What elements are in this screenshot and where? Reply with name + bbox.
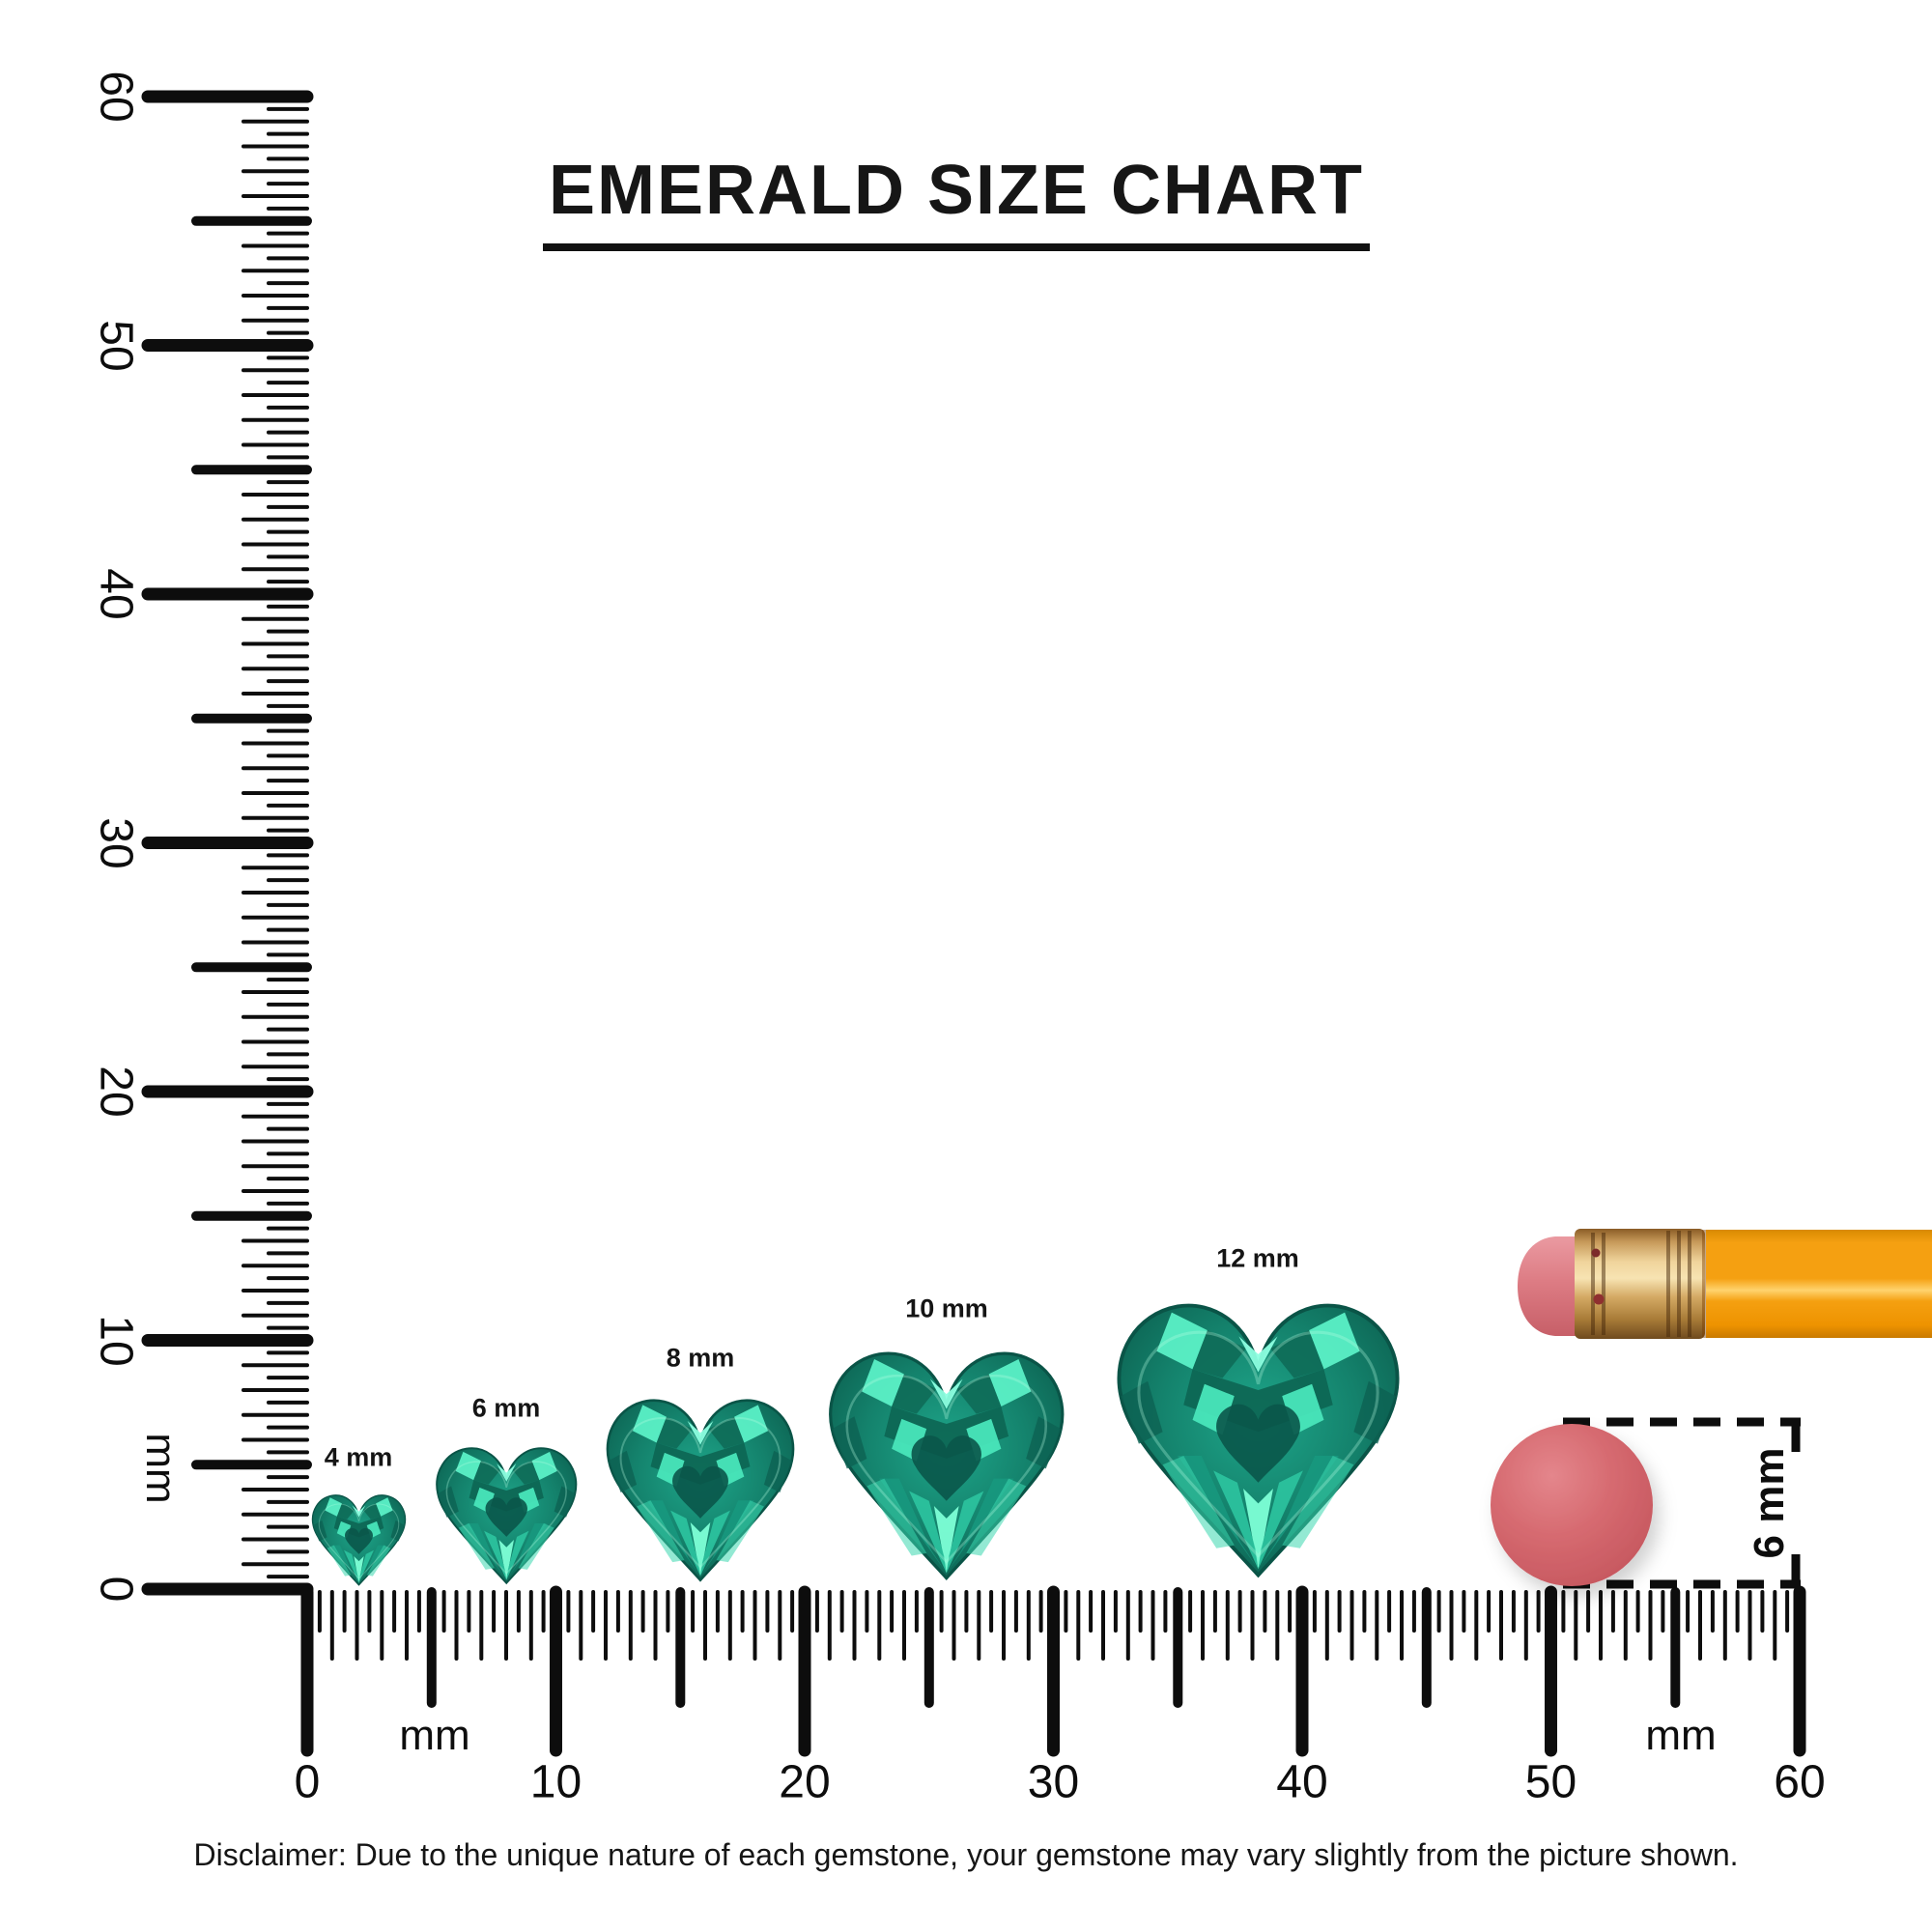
pencil [1518, 1229, 1932, 1339]
horizontal-ruler-number: 50 [1524, 1756, 1577, 1808]
gem-heart: 8 mm [601, 1344, 800, 1590]
vertical-ruler-number: 20 [90, 1065, 142, 1118]
pencil-ferrule [1575, 1229, 1705, 1339]
horizontal-ruler-unit-label-right: mm [1645, 1712, 1717, 1759]
vertical-ruler-number: 10 [90, 1314, 142, 1367]
eraser-dot-size-label: 6 mm [1746, 1447, 1793, 1559]
disclaimer-text: Disclaimer: Due to the unique nature of … [193, 1837, 1739, 1872]
gem-size-label: 4 mm [324, 1442, 393, 1472]
gem-heart-graphic [606, 1399, 795, 1581]
vertical-ruler-ticks [141, 90, 314, 1596]
gem-size-label: 10 mm [905, 1293, 988, 1322]
gem-heart-graphic [311, 1494, 406, 1586]
gem-heart-graphic [1116, 1303, 1400, 1577]
vertical-ruler-number: 30 [90, 816, 142, 869]
horizontal-ruler-number: 60 [1774, 1756, 1826, 1808]
gem-size-label: 6 mm [471, 1393, 541, 1422]
horizontal-ruler-number: 20 [779, 1756, 831, 1808]
horizontal-ruler-ticks [300, 1585, 1806, 1757]
horizontal-ruler-unit-label-left: mm [399, 1712, 470, 1759]
page-title: EMERALD SIZE CHART [543, 151, 1370, 251]
pencil-body [1706, 1230, 1932, 1338]
horizontal-ruler-number: 30 [1027, 1756, 1080, 1808]
gem-heart-graphic [435, 1446, 578, 1584]
vertical-ruler-number: 0 [90, 1576, 142, 1603]
vertical-ruler-number: 60 [90, 71, 142, 123]
vertical-ruler-number: 40 [90, 568, 142, 620]
gem-size-label: 12 mm [1216, 1243, 1299, 1273]
gem-heart: 12 mm [1109, 1244, 1407, 1590]
vertical-ruler-unit-label: mm [137, 1433, 185, 1504]
vertical-ruler-number: 50 [90, 319, 142, 372]
horizontal-ruler-number: 10 [529, 1756, 582, 1808]
gem-heart: 6 mm [432, 1393, 582, 1591]
gem-size-label: 8 mm [666, 1343, 735, 1373]
gem-heart-graphic [829, 1350, 1065, 1579]
dimension-dashed-lines [1563, 1417, 1801, 1589]
gem-heart: 4 mm [309, 1443, 409, 1590]
horizontal-ruler-number: 0 [294, 1756, 321, 1808]
gem-heart: 10 mm [822, 1293, 1071, 1591]
horizontal-ruler-number: 40 [1276, 1756, 1328, 1808]
eraser-dot [1491, 1424, 1653, 1586]
